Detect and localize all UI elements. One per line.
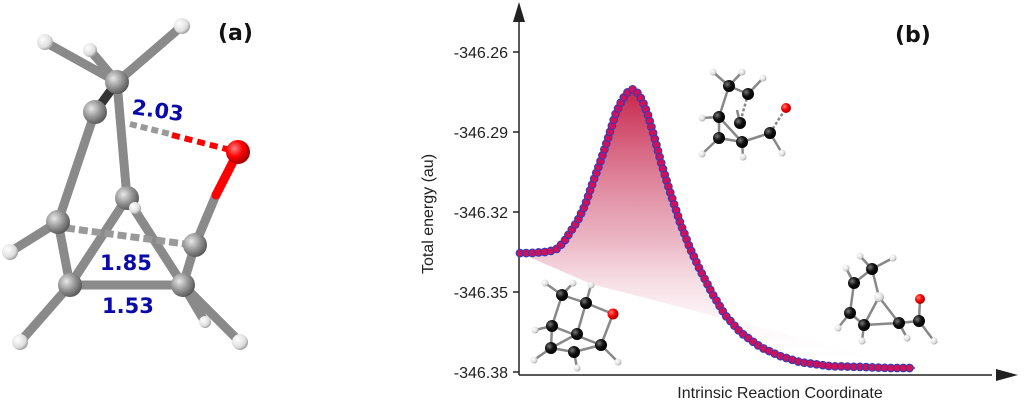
panel-b-label: (b) (895, 23, 931, 48)
x-axis-arrow-icon (996, 369, 1018, 381)
series-markers (515, 84, 914, 373)
y-tick-label: -346.29 (454, 125, 508, 142)
bond-label-cc-short: 1.53 (102, 294, 154, 318)
y-tick-label: -346.32 (454, 205, 508, 222)
bond-label-co: 2.03 (130, 95, 185, 126)
y-axis-arrow-icon (513, 2, 525, 22)
x-axis-label: Intrinsic Reaction Coordinate (677, 385, 883, 400)
panel-a-label: (a) (218, 21, 253, 46)
irc-chart: -346.26 -346.29 -346.32 -346.35 -346.38 Intr… (420, 2, 1018, 400)
reactant-molecule (530, 279, 622, 372)
product-molecule (834, 252, 938, 345)
panel-a-molecule (2, 18, 250, 350)
y-tick-label: -346.38 (454, 365, 508, 382)
data-point (905, 363, 914, 373)
transition-state-molecule (698, 68, 791, 161)
y-axis-label: Total energy (au) (420, 154, 437, 274)
y-tick-label: -346.26 (454, 45, 508, 62)
y-tick-label: -346.35 (454, 285, 508, 302)
y-axis-ticks: -346.26 -346.29 -346.32 -346.35 -346.38 (454, 45, 519, 382)
area-fill (520, 89, 915, 369)
bond-label-cc-long: 1.85 (100, 251, 152, 275)
